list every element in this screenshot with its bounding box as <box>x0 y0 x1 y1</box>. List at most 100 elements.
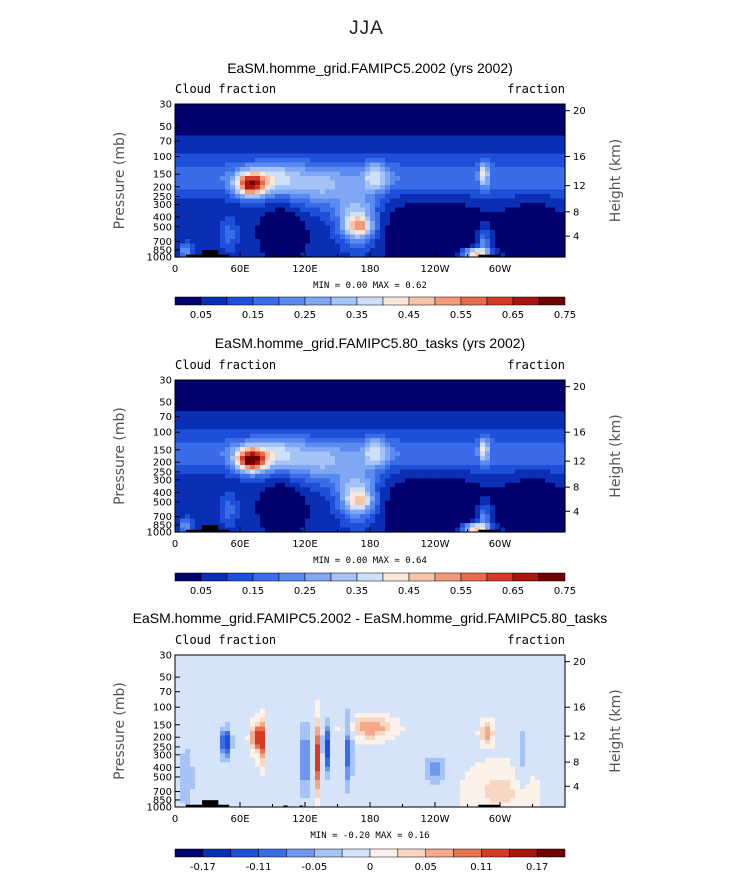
heatmap-cell <box>255 212 261 218</box>
heatmap-cell <box>350 248 356 254</box>
heatmap-cell <box>255 473 261 479</box>
heatmap-cell <box>310 438 316 444</box>
heatmap-cell <box>505 442 511 448</box>
heatmap-cell <box>405 180 411 186</box>
heatmap-cell <box>350 487 356 493</box>
heatmap-cell <box>225 402 231 408</box>
heatmap-cell <box>205 194 211 200</box>
heatmap-cell <box>415 478 421 484</box>
heatmap-cell <box>260 500 266 506</box>
heatmap-cell <box>330 402 336 408</box>
heatmap-cell <box>340 176 346 182</box>
heatmap-cell <box>300 189 306 195</box>
heatmap-cell <box>190 393 196 399</box>
heatmap-cell <box>325 230 331 236</box>
heatmap-cell <box>295 447 301 453</box>
heatmap-cell <box>370 162 376 168</box>
heatmap-cell <box>445 221 451 227</box>
heatmap-cell <box>520 393 526 399</box>
heatmap-cell <box>325 473 331 479</box>
heatmap-cell <box>510 108 516 114</box>
heatmap-cell <box>340 451 346 457</box>
heatmap-cell <box>495 104 501 110</box>
heatmap-cell <box>375 388 381 395</box>
heatmap-cell <box>300 393 306 399</box>
heatmap-cell <box>510 464 516 471</box>
heatmap-cell <box>345 117 351 123</box>
heatmap-cell <box>430 153 436 159</box>
heatmap-cell <box>325 225 331 231</box>
heatmap-cell <box>345 456 351 462</box>
heatmap-cell <box>190 420 196 426</box>
heatmap-cell <box>500 221 506 227</box>
heatmap-cell <box>305 496 311 502</box>
heatmap-cell <box>295 198 301 204</box>
heatmap-cell <box>295 131 301 137</box>
heatmap-cell <box>315 144 321 150</box>
heatmap-cell <box>235 122 241 128</box>
heatmap-cell <box>450 505 456 511</box>
heatmap-cell <box>355 176 361 182</box>
heatmap-cell <box>560 415 566 421</box>
heatmap-cell <box>520 384 526 390</box>
heatmap-cell <box>265 248 271 254</box>
heatmap-cell <box>190 464 196 471</box>
heatmap-cell <box>235 234 241 240</box>
heatmap-cell <box>200 496 206 502</box>
heatmap-cell <box>555 153 561 159</box>
heatmap-cell <box>375 153 381 159</box>
heatmap-cell <box>525 451 531 457</box>
heatmap-cell <box>240 216 246 222</box>
heatmap-cell <box>260 464 266 471</box>
heatmap-cell <box>255 221 261 227</box>
heatmap-cell <box>260 140 266 146</box>
heatmap-cell <box>375 460 381 466</box>
heatmap-cell <box>470 189 476 195</box>
heatmap-cell <box>330 384 336 390</box>
heatmap-cell <box>225 397 231 403</box>
heatmap-cell <box>220 415 226 421</box>
heatmap-cell <box>555 176 561 182</box>
heatmap-cell <box>205 207 211 213</box>
heatmap-cell <box>290 230 296 236</box>
heatmap-cell <box>260 429 266 435</box>
heatmap-cell <box>435 438 441 444</box>
heatmap-cell <box>425 464 431 471</box>
heatmap-cell <box>460 126 466 132</box>
heatmap-cell <box>455 239 461 245</box>
heatmap-cell <box>515 212 521 218</box>
heatmap-cell <box>280 180 286 186</box>
heatmap-cell <box>355 144 361 150</box>
heatmap-cell <box>210 176 216 182</box>
heatmap-cell <box>495 402 501 408</box>
heatmap-cell <box>520 473 526 479</box>
heatmap-cell <box>185 415 191 421</box>
heatmap-cells <box>175 104 566 258</box>
heatmap-cell <box>470 216 476 222</box>
heatmap-cell <box>345 447 351 453</box>
heatmap-cell <box>290 140 296 146</box>
heatmap-cell <box>495 429 501 435</box>
heatmap-cell <box>185 456 191 462</box>
heatmap-cell <box>465 153 471 159</box>
heatmap-cell <box>320 447 326 453</box>
heatmap-cell <box>545 393 551 399</box>
heatmap-cell <box>455 491 461 497</box>
heatmap-cell <box>280 500 286 506</box>
heatmap-cell <box>325 212 331 218</box>
colorbar-label: 0.15 <box>242 310 264 321</box>
heatmap-cell <box>345 212 351 218</box>
heatmap-cell <box>200 198 206 204</box>
heatmap-cell <box>290 388 296 395</box>
heatmap-cell <box>545 149 551 155</box>
heatmap-cell <box>175 212 181 218</box>
heatmap-cell <box>335 393 341 399</box>
heatmap-cell <box>325 406 331 412</box>
heatmap-cell <box>425 411 431 417</box>
heatmap-cell <box>290 171 296 177</box>
heatmap-cell <box>320 171 326 177</box>
heatmap-cell <box>555 248 561 254</box>
heatmap-cell <box>235 393 241 399</box>
heatmap-cell <box>220 500 226 506</box>
heatmap-cell <box>190 140 196 146</box>
